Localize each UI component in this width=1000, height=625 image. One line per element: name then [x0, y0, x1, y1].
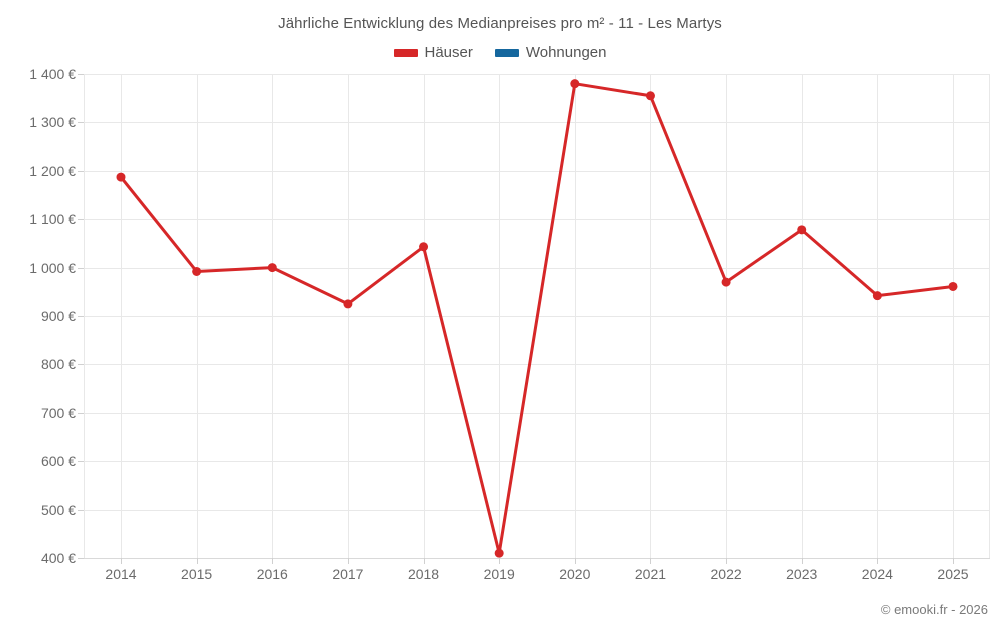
legend-label-wohnungen: Wohnungen	[525, 44, 607, 61]
x-tick-label: 2023	[786, 566, 818, 582]
legend-item-wohnungen[interactable]: Wohnungen	[494, 44, 607, 61]
legend-label-hauser: Häuser	[424, 44, 473, 61]
x-tick-label: 2016	[256, 566, 288, 582]
x-tick-label: 2015	[181, 566, 213, 582]
data-point[interactable]	[872, 291, 882, 301]
y-axis: 400 € 500 € 600 € 700 € 800 € 900 € 1 000 € 1 1…	[0, 0, 76, 625]
x-tick-label: 2021	[634, 566, 667, 582]
data-point[interactable]	[570, 79, 580, 89]
x-tick-label: 2025	[937, 566, 969, 582]
data-point[interactable]	[645, 91, 655, 101]
y-tick-label: 1 200 €	[29, 162, 76, 179]
y-tick-label: 700 €	[40, 404, 76, 421]
footer-credit: © emooki.fr - 2026	[880, 602, 988, 617]
data-point[interactable]	[797, 225, 807, 235]
x-tick-label: 2019	[483, 566, 515, 582]
y-tick-label: 1 300 €	[29, 114, 76, 131]
y-tick-label: 1 000 €	[29, 259, 76, 276]
x-tick-label: 2014	[105, 566, 137, 582]
y-tick-label: 1 400 €	[29, 66, 76, 82]
chart-legend: Häuser Wohnungen	[0, 44, 1000, 61]
y-tick-label: 500 €	[40, 501, 76, 518]
data-point[interactable]	[267, 263, 277, 273]
data-point[interactable]	[343, 299, 353, 309]
data-point[interactable]	[721, 277, 731, 287]
legend-item-hauser[interactable]: Häuser	[393, 44, 473, 61]
x-tick-label: 2020	[559, 566, 591, 582]
legend-swatch-hauser	[393, 48, 418, 57]
legend-swatch-wohnungen	[494, 48, 519, 57]
y-tick-label: 800 €	[40, 356, 76, 373]
x-tick-label: 2022	[710, 566, 742, 582]
y-tick-label: 900 €	[40, 308, 76, 324]
y-tick-label: 1 100 €	[29, 211, 76, 228]
chart-title: Jährliche Entwicklung des Medianpreises …	[278, 15, 722, 32]
data-point[interactable]	[494, 548, 504, 558]
data-point[interactable]	[948, 281, 958, 291]
series-line-0	[119, 82, 955, 555]
data-point[interactable]	[116, 172, 126, 182]
x-tick-label: 2024	[861, 566, 893, 582]
y-tick-label: 400 €	[40, 550, 76, 566]
data-point[interactable]	[192, 266, 202, 276]
y-tick-label: 600 €	[40, 453, 76, 470]
data-point[interactable]	[419, 242, 429, 252]
x-tick-label: 2018	[407, 566, 440, 582]
x-tick-label: 2017	[332, 566, 364, 582]
